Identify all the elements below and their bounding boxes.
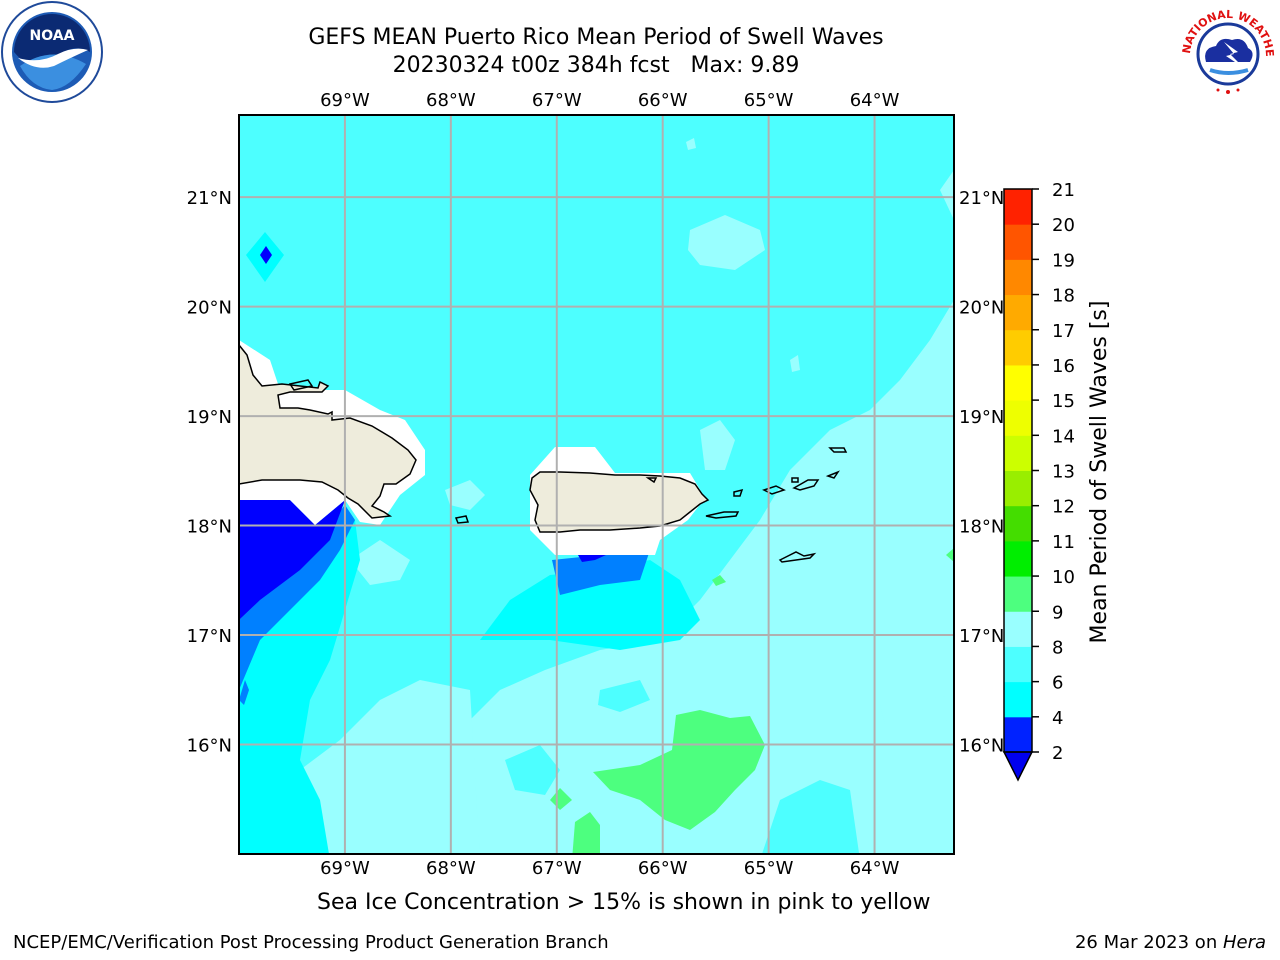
- contour-2-4s: [239, 505, 650, 705]
- colorbar-tick-label: 13: [1052, 462, 1075, 483]
- colorbar-tick-label: 8: [1052, 637, 1063, 658]
- colorbar-swatch: [1004, 611, 1032, 647]
- lon-tick-label-bottom: 65°W: [744, 858, 794, 879]
- sea-ice-note-text: Sea Ice Concentration > 15% is shown in …: [317, 890, 931, 915]
- colorbar-tick-label: 16: [1052, 356, 1075, 377]
- colorbar-swatch: [1004, 400, 1032, 436]
- lat-tick-label-right: 20°N: [959, 298, 1004, 319]
- lat-tick-label-left: 20°N: [187, 298, 232, 319]
- lon-tick-label-bottom: 64°W: [850, 858, 900, 879]
- footer-credit: NCEP/EMC/Verification Post Processing Pr…: [13, 932, 609, 953]
- lon-tick-label-bottom: 67°W: [532, 858, 582, 879]
- axis-tick-labels: 69°W 69°W 68°W 68°W 67°W 67°W 66°W 66°W 65°W 65°W…: [187, 90, 1005, 879]
- lon-tick-label-top: 64°W: [850, 90, 900, 111]
- contour-9-10s: [550, 548, 954, 854]
- lat-tick-label-right: 17°N: [959, 626, 1004, 647]
- lon-tick-label-bottom: 69°W: [320, 858, 370, 879]
- colorbar-tick-label: 11: [1052, 532, 1075, 553]
- lat-tick-label-right: 16°N: [959, 736, 1004, 757]
- colorbar-swatch: [1004, 224, 1032, 260]
- noaa-logo-text: NOAA: [30, 28, 75, 44]
- colorbar-swatch: [1004, 470, 1032, 507]
- map-grid: [239, 115, 954, 854]
- colorbar: 2 4 6 8 9 10 11 12 13 14 15 16 17 18 19 20 21: [1002, 180, 1075, 782]
- colorbar-swatch: [1004, 576, 1032, 612]
- lon-tick-label-top: 65°W: [744, 90, 794, 111]
- colorbar-swatch: [1004, 329, 1032, 366]
- title-line-1: GEFS MEAN Puerto Rico Mean Period of Swe…: [308, 25, 884, 50]
- colorbar-tick-label: 17: [1052, 321, 1075, 342]
- lon-tick-label-bottom: 68°W: [426, 858, 476, 879]
- colorbar-tick-label: 4: [1052, 708, 1063, 729]
- noaa-logo-icon: NOAA: [1, 1, 103, 103]
- lon-tick-label-bottom: 66°W: [638, 858, 688, 879]
- colorbar-label: Mean Period of Swell Waves [s]: [1087, 301, 1112, 644]
- colorbar-swatch: [1004, 294, 1032, 331]
- lat-tick-label-left: 17°N: [187, 626, 232, 647]
- colorbar-tick-label: 19: [1052, 250, 1075, 271]
- colorbar-swatch: [1004, 189, 1032, 225]
- colorbar-tick-label: 2: [1052, 743, 1063, 764]
- colorbar-swatch: [1004, 364, 1032, 401]
- colorbar-tick-label: 10: [1052, 567, 1075, 588]
- lat-tick-label-left: 16°N: [187, 736, 232, 757]
- colorbar-tick-label: 14: [1052, 426, 1075, 447]
- colorbar-tick-label: 9: [1052, 602, 1063, 623]
- title-line-2: 20230324 t00z 384h fcst Max: 9.89: [392, 53, 800, 78]
- lat-tick-label-left: 18°N: [187, 517, 232, 538]
- lon-tick-label-top: 69°W: [320, 90, 370, 111]
- lat-tick-label-right: 19°N: [959, 407, 1004, 428]
- footer-date-text: 26 Mar 2023 on: [1074, 932, 1223, 953]
- chart-title: GEFS MEAN Puerto Rico Mean Period of Swe…: [0, 24, 1192, 80]
- lat-tick-label-left: 19°N: [187, 407, 232, 428]
- lon-tick-label-top: 67°W: [532, 90, 582, 111]
- colorbar-tick-label: 20: [1052, 215, 1075, 236]
- colorbar-tick-label: 18: [1052, 286, 1075, 307]
- colorbar-swatch: [1004, 716, 1032, 753]
- lat-tick-label-left: 21°N: [187, 188, 232, 209]
- colorbar-swatch: [1004, 646, 1032, 683]
- map-frame: [238, 114, 955, 855]
- colorbar-swatch: [1004, 540, 1032, 577]
- colorbar-tick-label: 6: [1052, 673, 1063, 694]
- colorbar-swatch: [1004, 259, 1032, 296]
- lon-tick-label-top: 66°W: [638, 90, 688, 111]
- colorbar-tick-label: 12: [1052, 497, 1075, 518]
- colorbar-tick-label: 15: [1052, 391, 1075, 412]
- lon-tick-label-top: 68°W: [426, 90, 476, 111]
- map-area: [239, 115, 954, 854]
- contour-6-8s: [505, 680, 860, 854]
- lat-tick-label-right: 21°N: [959, 188, 1004, 209]
- colorbar-under-arrow: [1002, 751, 1034, 782]
- lat-tick-label-right: 18°N: [959, 517, 1004, 538]
- colorbar-tick-label: 21: [1052, 180, 1075, 201]
- colorbar-swatch: [1004, 505, 1032, 542]
- colorbar-swatch: [1004, 435, 1032, 471]
- small-islands: [288, 379, 848, 563]
- footer-date: 26 Mar 2023 on Hera: [1075, 932, 1266, 953]
- colorbar-swatch: [1004, 681, 1032, 718]
- nws-logo-icon: NATIONAL WEATHER SERVICE: [1176, 0, 1276, 100]
- contour-under-2s: [239, 246, 606, 620]
- hispaniola-land: [239, 343, 417, 519]
- footer-host: Hera: [1222, 932, 1266, 953]
